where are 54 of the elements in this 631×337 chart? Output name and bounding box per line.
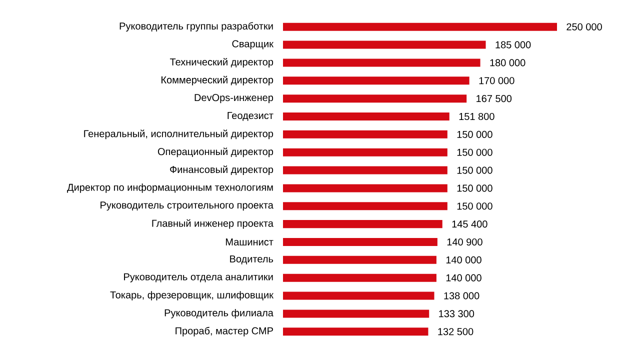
- y-tick-label: Финансовый директор: [170, 166, 274, 176]
- bar: [283, 256, 436, 264]
- y-tick-label: Токарь, фрезеровщик, шлифовщик: [110, 291, 274, 300]
- data-label: 170 000: [479, 77, 514, 84]
- y-tick-label: Руководитель строительного проекта: [100, 202, 274, 211]
- data-label: 150 000: [457, 184, 492, 192]
- data-label: 167 500: [476, 95, 512, 102]
- data-label: 150 000: [457, 130, 492, 138]
- bar: [283, 220, 442, 228]
- data-label: 133 300: [439, 310, 474, 318]
- y-tick-label: Технический директор: [170, 58, 274, 68]
- data-label: 138 000: [444, 292, 480, 300]
- y-tick-label: Водитель: [230, 255, 274, 264]
- bar: [283, 148, 448, 156]
- bar: [283, 94, 467, 103]
- y-tick-label: Руководитель филиала: [164, 309, 274, 318]
- bar: [283, 58, 480, 67]
- y-tick-label: Коммерческий директор: [162, 76, 274, 86]
- data-label: 145 400: [452, 220, 488, 228]
- data-label: 132 500: [438, 328, 474, 336]
- bar: [283, 76, 470, 85]
- bar: [283, 274, 436, 282]
- data-label: 140 000: [446, 274, 482, 282]
- data-label: 150 000: [457, 148, 492, 156]
- data-label: 250 000: [566, 23, 602, 30]
- bar: [283, 112, 450, 120]
- data-label: 185 000: [496, 41, 531, 48]
- bar: [283, 202, 448, 210]
- y-tick-label: Директор по информационным технологиям: [67, 184, 273, 193]
- data-label: 150 000: [457, 166, 492, 174]
- y-tick-label: Руководитель группы разработки: [120, 22, 273, 32]
- data-label: 150 000: [457, 202, 492, 210]
- bar: [283, 310, 430, 318]
- bar: [283, 184, 448, 192]
- y-tick-label: Машинист: [226, 238, 274, 246]
- bar: [283, 238, 438, 246]
- y-tick-label: Генеральный, исполнительный директор: [84, 130, 274, 140]
- bar: [283, 22, 558, 31]
- bar: [283, 166, 448, 174]
- y-tick-label: Прораб, мастер СМР: [176, 326, 273, 336]
- bar: [283, 40, 486, 49]
- bar: [283, 328, 428, 336]
- data-label: 140 000: [446, 256, 482, 264]
- bar: [283, 130, 448, 138]
- y-tick-label: Операционный директор: [158, 148, 274, 158]
- data-label: 151 800: [459, 112, 494, 120]
- y-tick-label: Главный инженер проекта: [152, 219, 274, 229]
- data-label: 180 000: [490, 59, 526, 66]
- data-label: 140 900: [447, 238, 482, 246]
- bar: [283, 292, 434, 300]
- y-tick-label: Сварщик: [232, 40, 274, 50]
- y-tick-label: Геодезист: [228, 112, 274, 121]
- y-tick-label: DevOps-инженер: [194, 94, 274, 104]
- y-tick-label: Руководитель отдела аналитики: [124, 273, 273, 282]
